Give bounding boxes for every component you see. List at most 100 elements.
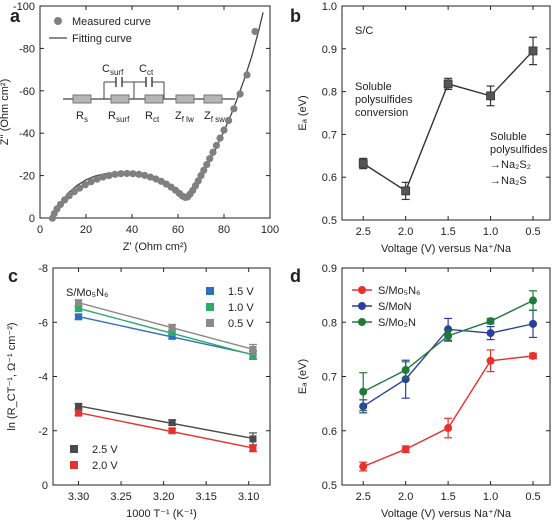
a-circuit-label-rct: Rct (145, 110, 160, 124)
c-fit-line (78, 315, 254, 356)
c-data-point (168, 329, 176, 337)
d-x-tick-label: 0.5 (525, 491, 540, 503)
c-legend-marker (206, 319, 214, 327)
d-x-tick-label: 2.5 (356, 491, 371, 503)
b-y-tick-label: 0.8 (322, 87, 337, 99)
d-data-point (401, 445, 410, 454)
c-legend-marker (206, 303, 214, 311)
c-y-tick-label: -4 (38, 372, 48, 384)
c-y-axis-label: ln (R_CT⁻¹, Ω⁻¹ cm⁻²) (6, 322, 18, 430)
d-series-line (362, 299, 534, 393)
b-x-tick-label: 2.5 (356, 226, 371, 238)
d-data-point (359, 462, 368, 471)
d-data-point (401, 375, 410, 384)
a-x-tick-label: 0 (37, 224, 43, 236)
d-legend-label: S/MoN (378, 301, 412, 313)
c-y-tick-label: -6 (38, 317, 48, 329)
panel-d-activation-energy-comparison: 2.5 2.0 1.5 1.0 0.5 0.5 0.6 0.7 0.8 0.9 Voltage (V… (297, 263, 551, 520)
d-legend-label: S/Mo₂N (378, 317, 416, 329)
d-data-point (401, 365, 410, 374)
a-legend-label-measured: Measured curve (72, 16, 151, 28)
c-data-point (168, 324, 176, 332)
b-data-point (358, 159, 368, 168)
a-measured-point (70, 188, 78, 196)
a-measured-point (117, 170, 125, 178)
a-measured-point (220, 126, 228, 134)
a-measured-point (75, 184, 84, 192)
a-measured-point (194, 177, 202, 185)
c-legend-label: 2.5 V (92, 444, 118, 456)
a-x-axis-label: Z' (Ohm cm²) (123, 241, 187, 253)
a-plot-frame (39, 5, 271, 219)
panel-b-activation-energy-sc: 2.5 2.0 1.5 1.0 0.5 0.5 0.6 0.7 0.8 0.9 1.0 Voltage… (297, 1, 551, 255)
c-plot-frame (52, 267, 271, 486)
d-legend-marker (358, 318, 366, 326)
d-y-tick-label: 0.6 (322, 426, 337, 438)
c-fit-line (78, 412, 254, 449)
panel-a-nyquist-plot: 0 20 40 60 80 100 0 -20 -40 -60 -80 -100 Z' (Ohm cm²… (0, 1, 279, 253)
a-circuit-resistor (72, 94, 92, 104)
a-x-tick-label: 100 (261, 224, 279, 236)
d-data-point (444, 325, 453, 334)
c-legend-label: 0.5 V (228, 318, 254, 330)
c-data-point (249, 351, 257, 359)
b-annotation-na2s2: →Na₂S₂ (490, 159, 531, 171)
b-y-tick-label: 0.5 (322, 215, 337, 227)
c-sample-label: S/Mo₅N₆ (66, 287, 109, 299)
a-measured-point (61, 196, 69, 204)
panel-label-c: c (8, 266, 18, 286)
c-fit-line (78, 405, 254, 440)
a-y-tick-label: -80 (19, 43, 35, 55)
d-legend-marker (358, 302, 366, 310)
b-y-tick-label: 0.9 (322, 44, 337, 56)
d-data-point (359, 387, 368, 396)
a-measured-point (93, 175, 101, 183)
d-series-line (362, 355, 534, 468)
a-circuit-resistor (175, 94, 195, 104)
a-measured-point (105, 172, 113, 180)
a-measured-point (209, 148, 217, 156)
d-y-tick-label: 0.5 (322, 480, 337, 492)
d-y-axis-label: Eₐ (eV) (297, 359, 309, 394)
c-fit-line (78, 307, 254, 356)
b-plot-frame (341, 5, 551, 221)
d-x-tick-label: 1.0 (483, 491, 498, 503)
b-x-tick-label: 0.5 (525, 226, 540, 238)
d-x-tick-label: 2.0 (398, 491, 413, 503)
b-data-point (486, 91, 495, 101)
c-data-point (75, 402, 83, 410)
d-y-tick-label: 0.9 (322, 263, 337, 275)
a-measured-point (243, 71, 251, 79)
b-data-point (443, 79, 453, 89)
a-measured-point (141, 171, 149, 179)
a-y-tick-label: -40 (19, 128, 35, 140)
a-x-tick-label: 80 (218, 224, 230, 236)
b-x-tick-label: 1.0 (483, 226, 498, 238)
a-measured-point (225, 116, 233, 125)
c-legend-label: 1.0 V (228, 302, 254, 314)
a-circuit-label-zfsw: Zf sw (204, 110, 225, 124)
a-measured-point (216, 134, 224, 142)
b-annotation-na2s: →Na₂S (490, 175, 527, 187)
a-x-tick-label: 40 (126, 224, 138, 236)
b-y-tick-label: 1.0 (322, 1, 337, 13)
a-measured-point (203, 160, 211, 169)
c-data-point (75, 409, 83, 417)
c-y-tick-label: -2 (38, 426, 48, 438)
c-x-tick-label: 3.20 (153, 491, 174, 503)
a-measured-point (206, 155, 214, 163)
a-x-tick-label: 60 (172, 224, 184, 236)
b-data-point (528, 46, 538, 56)
a-circuit-label-cct: Cct (139, 63, 154, 77)
a-measured-point (146, 173, 154, 181)
c-data-point (249, 444, 257, 452)
a-y-tick-label: -100 (13, 1, 35, 13)
a-x-tick-label: 20 (80, 224, 92, 236)
d-data-point (486, 356, 495, 365)
d-data-point (529, 319, 538, 328)
b-x-tick-label: 2.0 (398, 226, 413, 238)
d-data-point (444, 424, 453, 433)
c-y-tick-label: 0 (42, 480, 48, 492)
c-data-point (168, 419, 176, 427)
d-plot-frame (341, 267, 551, 486)
